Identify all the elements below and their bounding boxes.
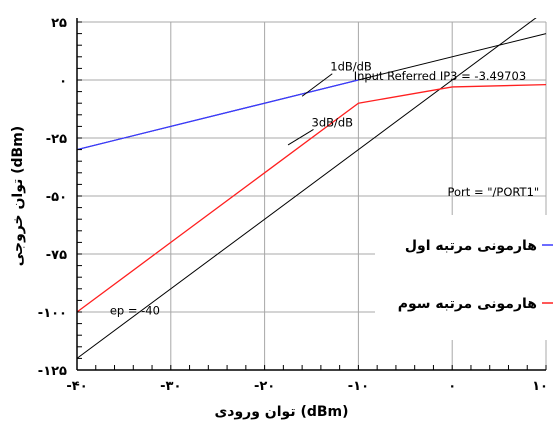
x-tick-label-3: -۱۰	[348, 379, 369, 394]
y-tick-label-3: -۵۰	[46, 190, 67, 205]
x-tick-label-1: -۳۰	[160, 379, 181, 394]
series-line-1	[76, 83, 547, 313]
y-tick-label-5: ۰	[59, 74, 67, 89]
leader-1db	[301, 73, 333, 97]
x-axis-title: توان ورودی (dBm)	[214, 404, 348, 420]
legend-label-1: هارمونی مرتبه سوم	[398, 296, 537, 312]
y-tick-label-6: ۲۵	[51, 16, 67, 31]
leader-3db	[287, 128, 314, 146]
x-tick-label-2: -۲۰	[254, 379, 275, 394]
legend: هارمونی مرتبه اول هارمونی مرتبه سوم	[375, 215, 557, 340]
annotation-2: 3dB/dB	[312, 115, 354, 129]
annotation-3: Port = "/PORT1"	[448, 185, 540, 199]
x-tick-label-0: -۴۰	[66, 379, 87, 394]
annotation-0: 1dB/dB	[330, 60, 372, 74]
y-axis-title: توان خروجی (dBm)	[10, 126, 26, 266]
x-tick-label-5: ۱۰	[532, 379, 548, 394]
annotation-1: Input Referred IP3 = -3.49703	[354, 69, 526, 83]
y-tick-label-2: -۷۵	[46, 248, 67, 263]
series-lines	[76, 79, 547, 313]
x-tick-label-4: ۰	[448, 379, 456, 394]
grid	[76, 21, 547, 371]
y-tick-label-4: -۲۵	[46, 132, 67, 147]
legend-box	[375, 215, 557, 340]
axes	[76, 18, 547, 371]
reference-line-1	[77, 18, 537, 359]
legend-label-0: هارمونی مرتبه اول	[405, 238, 537, 254]
annotation-4: ep = -40	[110, 303, 160, 317]
y-tick-label-1: -۱۰۰	[38, 306, 67, 321]
y-tick-label-0: -۱۲۵	[38, 364, 67, 379]
series-line-0	[76, 79, 359, 151]
